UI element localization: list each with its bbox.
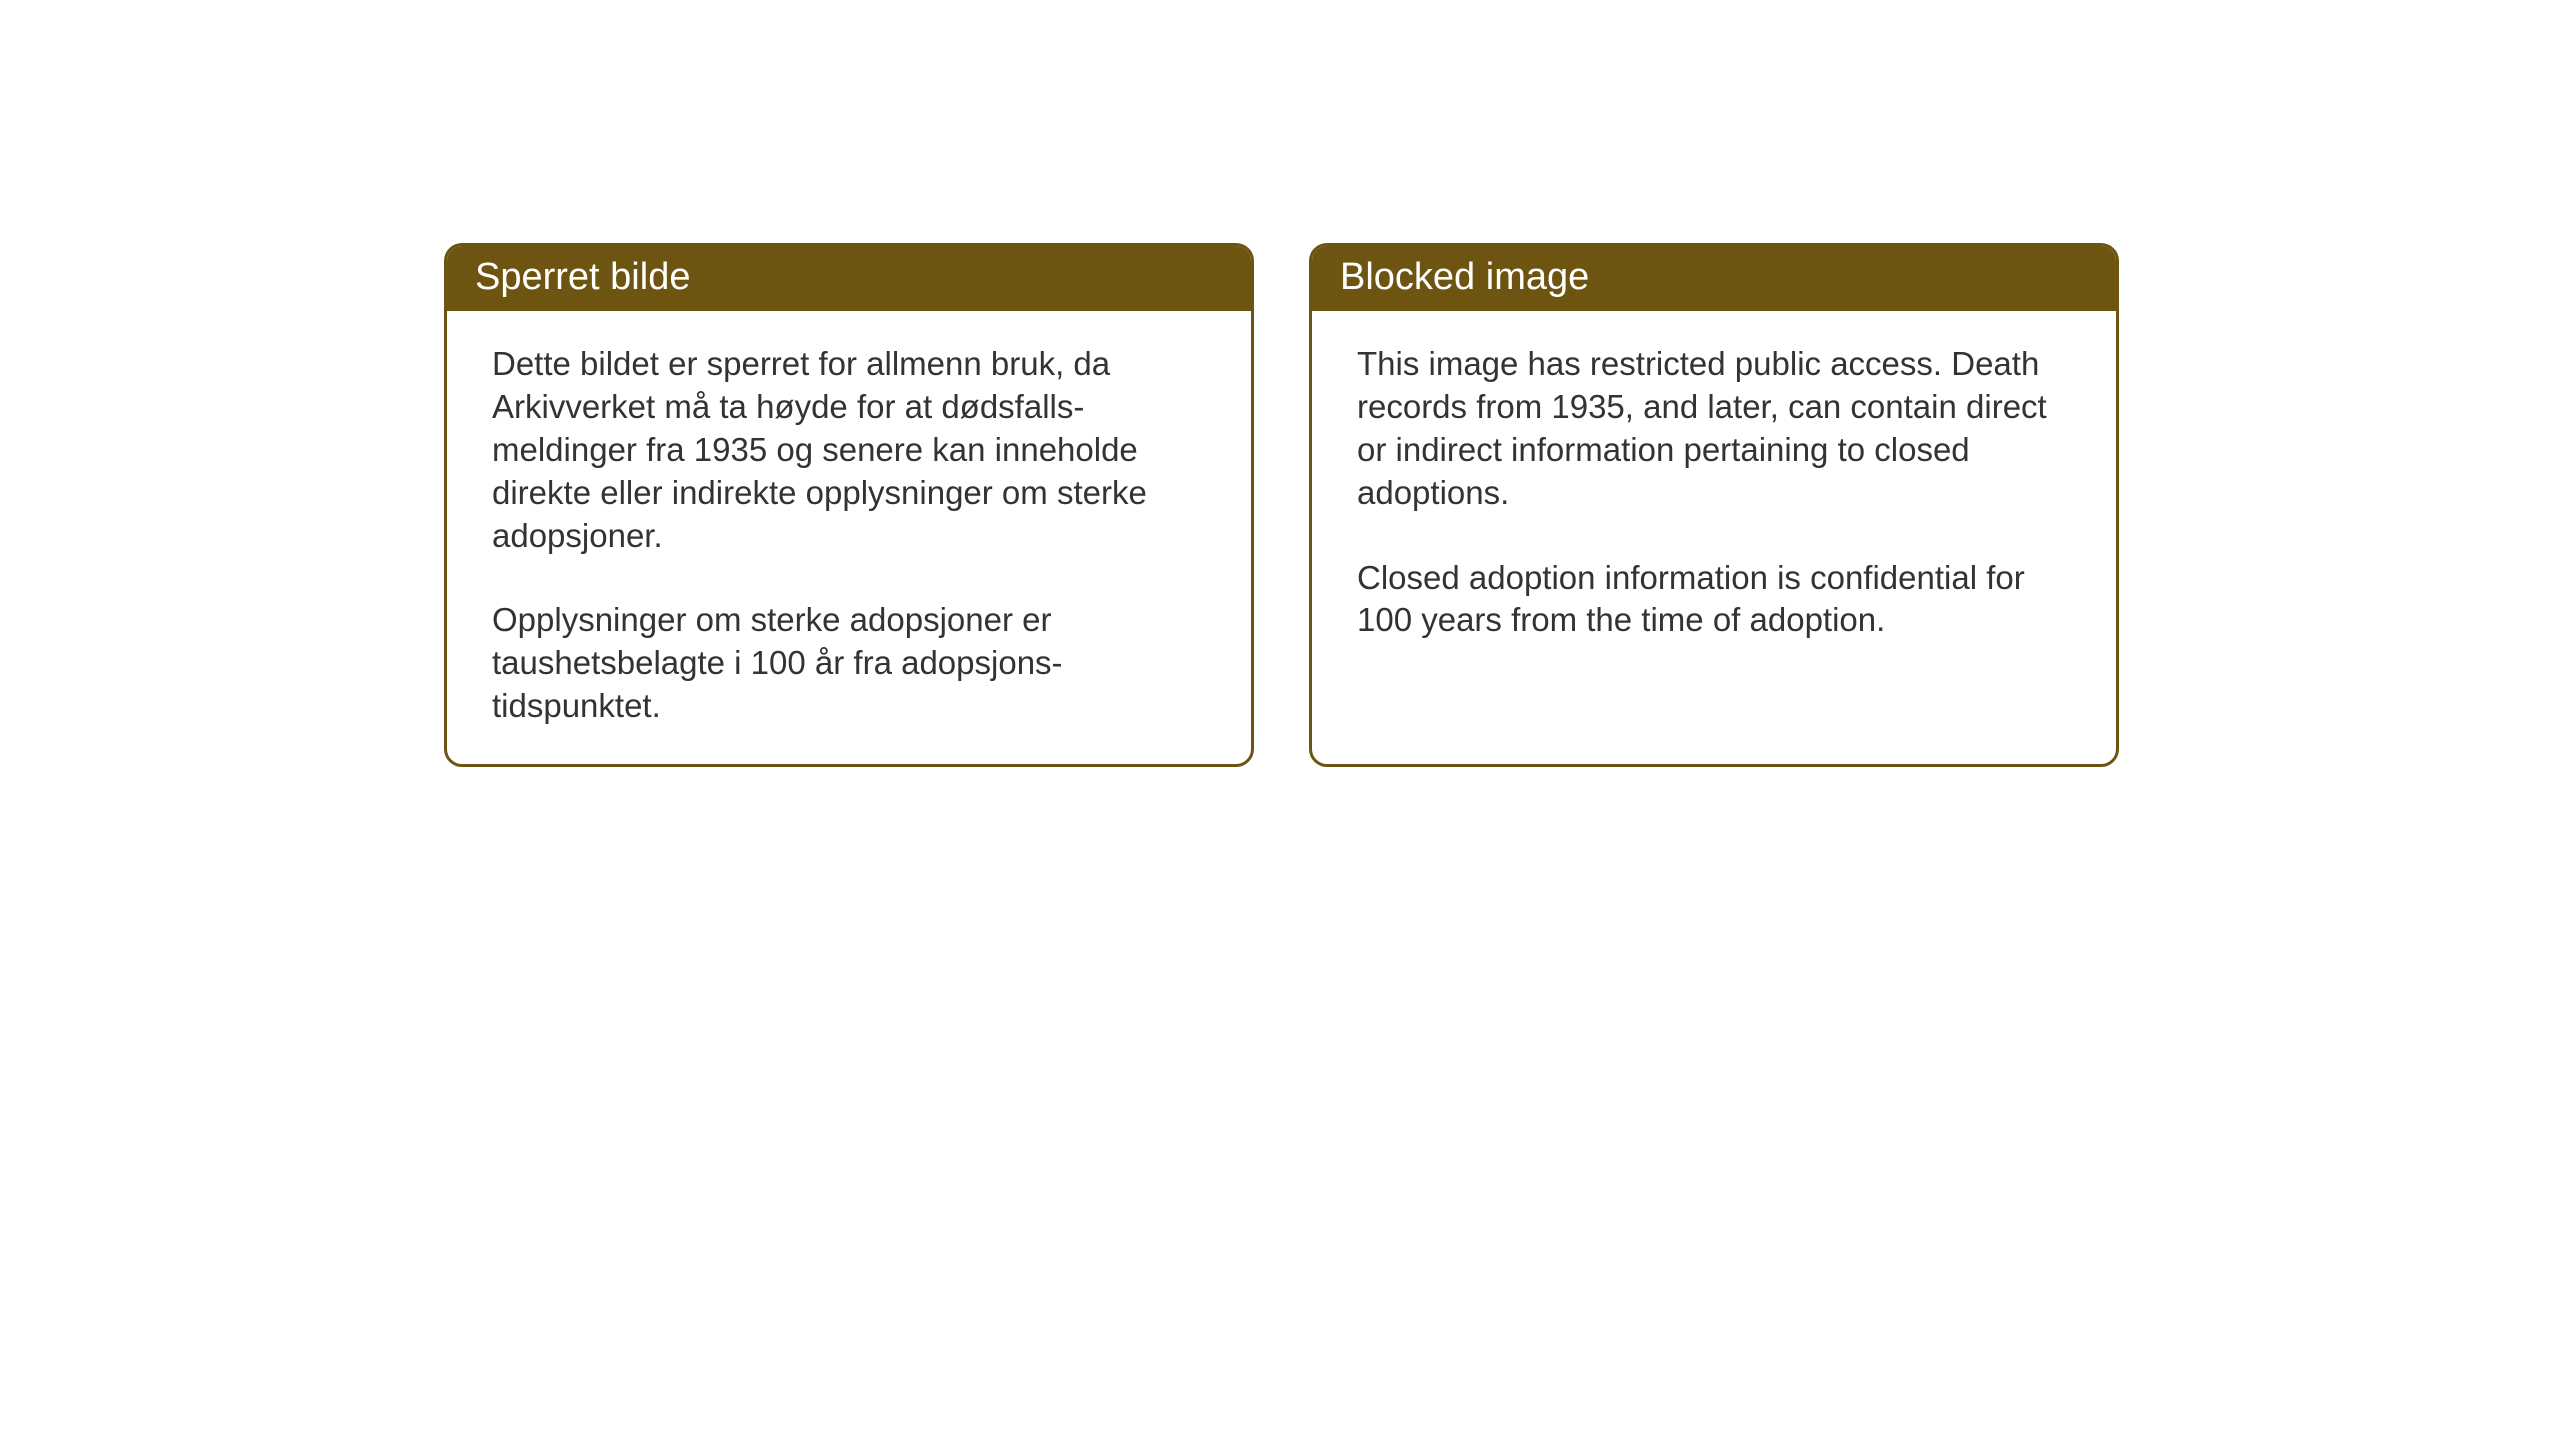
english-card: Blocked image This image has restricted … (1309, 243, 2119, 767)
english-paragraph-1: This image has restricted public access.… (1357, 343, 2071, 515)
norwegian-paragraph-2: Opplysninger om sterke adopsjoner er tau… (492, 599, 1206, 728)
norwegian-card-body: Dette bildet er sperret for allmenn bruk… (447, 311, 1251, 764)
norwegian-paragraph-1: Dette bildet er sperret for allmenn bruk… (492, 343, 1206, 557)
english-card-body: This image has restricted public access.… (1312, 311, 2116, 678)
norwegian-card: Sperret bilde Dette bildet er sperret fo… (444, 243, 1254, 767)
norwegian-card-title: Sperret bilde (447, 246, 1251, 311)
english-paragraph-2: Closed adoption information is confident… (1357, 557, 2071, 643)
notice-container: Sperret bilde Dette bildet er sperret fo… (0, 0, 2560, 767)
english-card-title: Blocked image (1312, 246, 2116, 311)
